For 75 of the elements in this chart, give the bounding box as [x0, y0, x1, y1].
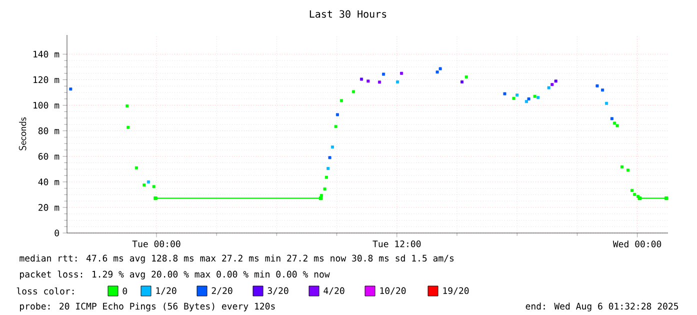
point: [626, 168, 630, 172]
point: [436, 70, 439, 74]
point: [154, 196, 158, 200]
point: [134, 166, 138, 170]
legend-label: 0: [122, 288, 128, 294]
x-tick-label: Wed 00:00: [612, 240, 662, 248]
point: [152, 185, 156, 188]
point: [601, 88, 604, 92]
legend-label: 19/20: [443, 287, 469, 295]
point: [633, 192, 636, 196]
point: [596, 84, 599, 88]
point: [547, 86, 550, 90]
legend-label: 10/20: [380, 287, 406, 295]
point: [438, 67, 442, 70]
point: [630, 188, 634, 192]
point: [464, 75, 468, 78]
chart-title: Last 30 Hours: [310, 10, 386, 18]
y-tick-label: 80 m: [38, 127, 60, 134]
legend-label: 2/20: [212, 287, 232, 295]
legend-title: loss color:: [16, 287, 74, 295]
point: [503, 92, 506, 96]
point: [550, 83, 554, 86]
point: [142, 183, 146, 186]
point: [616, 124, 619, 128]
point: [326, 166, 330, 170]
text: packet loss: 1.29 % avg 20.00 % max 0.00 % min 0.00 % now: [20, 270, 330, 280]
point: [324, 176, 328, 179]
x-tick-label: Tue 00:00: [132, 240, 180, 248]
point: [610, 117, 614, 120]
point: [516, 94, 519, 97]
text: probe: 20 ICMP Echo Pings (56 Bytes) every 120s: [20, 302, 275, 312]
point: [533, 94, 536, 98]
point: [400, 72, 404, 75]
point: [126, 104, 129, 108]
y-tick-label: 60 m: [38, 152, 60, 160]
point: [126, 126, 130, 129]
point: [524, 100, 528, 104]
point: [664, 196, 668, 200]
point: [360, 78, 363, 81]
x-tick-label: Tue 12:00: [372, 240, 421, 248]
legend-label: 1/20: [156, 287, 176, 295]
point: [460, 80, 464, 84]
point: [328, 156, 332, 160]
point: [396, 80, 400, 84]
y-axis-title: Seconds: [18, 117, 26, 150]
y-tick-label: 100 m: [34, 102, 60, 109]
y-tick-label: 0: [54, 230, 59, 236]
y-tick-label: 40 m: [38, 178, 60, 186]
point: [352, 90, 355, 94]
point: [323, 187, 326, 190]
point: [527, 97, 530, 100]
point: [613, 122, 616, 125]
point: [536, 96, 540, 100]
point: [636, 194, 640, 198]
point: [366, 80, 370, 83]
point: [320, 194, 323, 197]
y-tick-label: 20 m: [38, 204, 60, 211]
point: [382, 72, 386, 76]
text: end: Wed Aug 6 01:32:28 2025: [526, 302, 678, 312]
point: [620, 165, 624, 168]
point: [330, 146, 334, 149]
point: [146, 180, 150, 184]
point: [336, 113, 339, 116]
point: [69, 88, 72, 91]
point: [334, 125, 338, 128]
point: [340, 99, 343, 102]
y-tick-label: 120 m: [34, 76, 60, 84]
legend-label: 3/20: [268, 287, 288, 295]
legend-label: 4/20: [324, 287, 344, 295]
text: median rtt: 47.6 ms avg 128.8 ms max 27.2 ms min 27.2 ms now 30.8 ms sd 1.5 am/s: [20, 254, 454, 264]
y-tick-label: 140 m: [34, 50, 60, 58]
point: [512, 96, 516, 100]
point: [605, 102, 608, 105]
point: [554, 80, 558, 83]
point: [378, 80, 382, 84]
